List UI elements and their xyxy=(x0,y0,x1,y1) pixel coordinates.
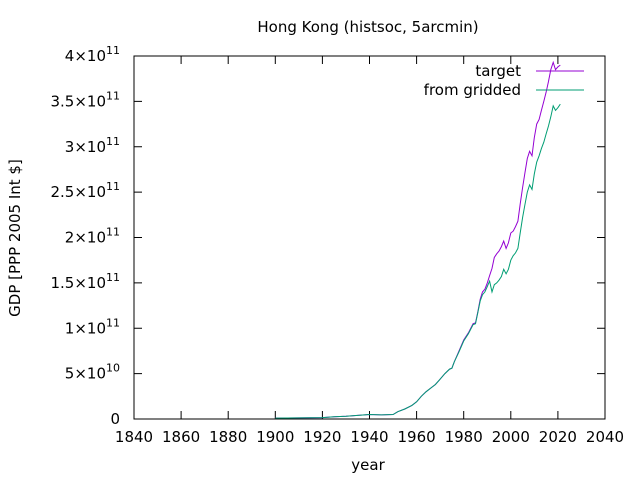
x-tick-label: 1880 xyxy=(209,428,247,446)
series-line-from-gridded xyxy=(275,103,561,419)
legend-label-target: target xyxy=(475,62,521,80)
axis-ticks xyxy=(133,55,606,420)
x-axis-label: year xyxy=(351,456,385,474)
y-tick-label: 3.5×1011 xyxy=(50,89,120,110)
y-tick-label: 2×1011 xyxy=(65,226,120,247)
y-tick-label: 3×1011 xyxy=(65,135,120,156)
x-tick-label: 1920 xyxy=(303,428,341,446)
y-axis-label: GDP [PPP 2005 Int $] xyxy=(6,159,24,317)
series-line-target xyxy=(275,60,561,419)
x-tick-label: 2000 xyxy=(492,428,530,446)
x-tick-label: 1900 xyxy=(256,428,294,446)
series-lines xyxy=(275,60,561,419)
y-tick-label: 5×1010 xyxy=(65,362,120,383)
x-tick-label: 1960 xyxy=(398,428,436,446)
y-tick-label: 0 xyxy=(110,410,120,428)
y-tick-label: 4×1011 xyxy=(65,44,120,65)
chart-title: Hong Kong (histsoc, 5arcmin) xyxy=(257,18,478,36)
x-tick-label: 1940 xyxy=(350,428,388,446)
x-tick-label: 2020 xyxy=(539,428,577,446)
legend-label-from-gridded: from gridded xyxy=(424,81,521,99)
y-tick-label: 1.5×1011 xyxy=(50,271,120,292)
y-tick-label: 2.5×1011 xyxy=(50,180,120,201)
x-tick-label: 1860 xyxy=(162,428,200,446)
axis-tick-labels: 1840 1860 1880 1900 1920 1940 1960 1980 2000 2020… xyxy=(50,44,624,446)
plot-frame xyxy=(133,55,606,420)
x-tick-label: 1980 xyxy=(445,428,483,446)
y-tick-label: 1×1011 xyxy=(65,316,120,337)
x-tick-label: 2040 xyxy=(586,428,624,446)
x-tick-label: 1840 xyxy=(115,428,153,446)
